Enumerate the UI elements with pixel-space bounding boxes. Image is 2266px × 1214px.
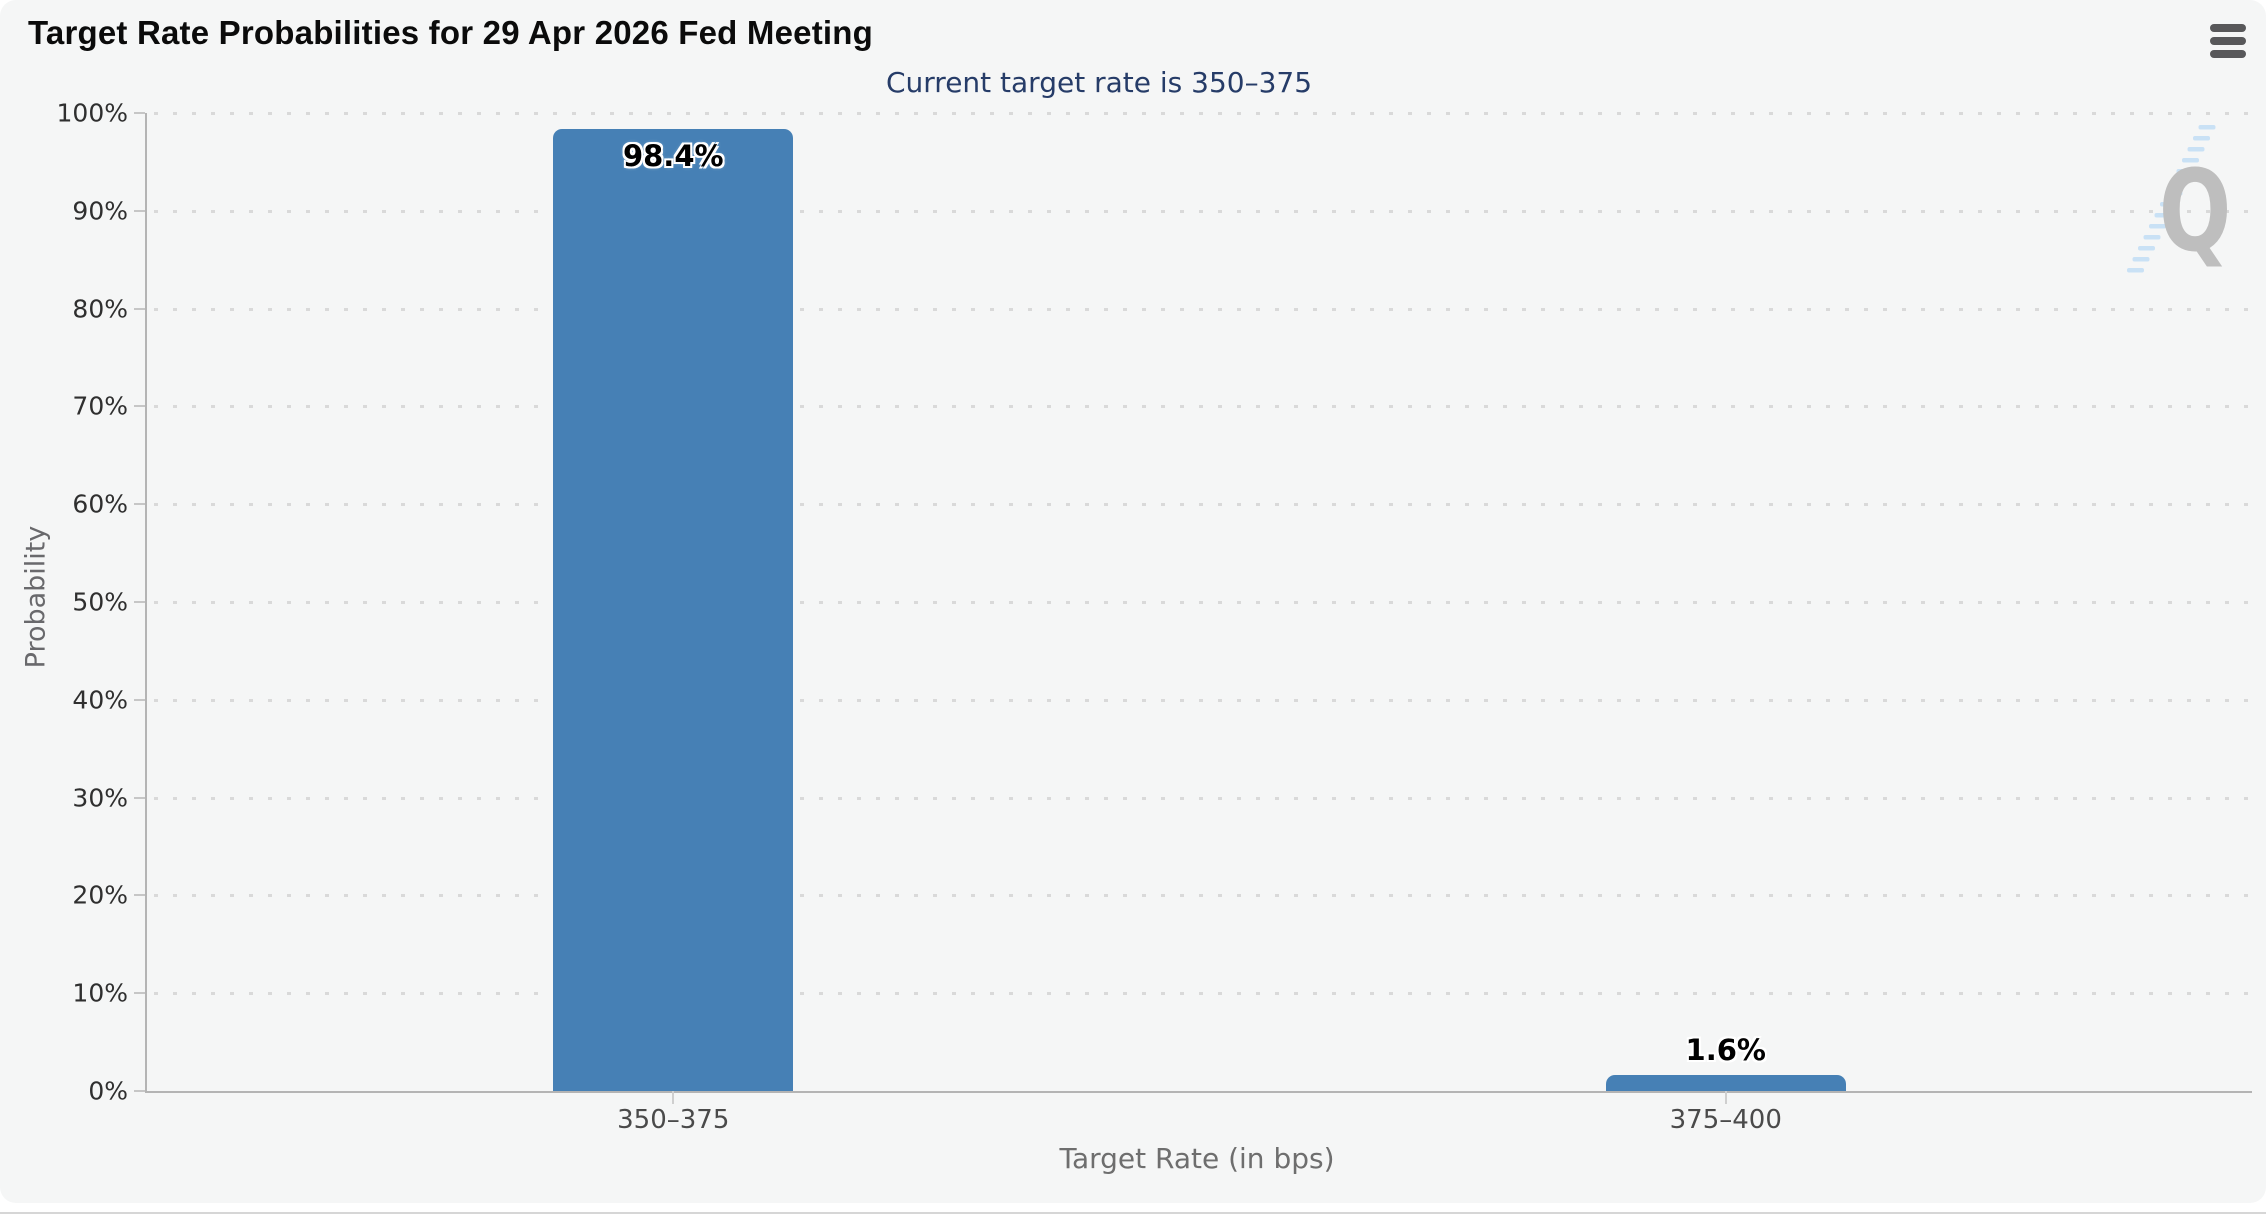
y-tick-mark-40 [134,698,145,701]
y-axis-label-60: 60% [72,489,128,519]
gridline-60 [154,503,2252,507]
y-axis-label-80: 80% [72,294,128,324]
bar-350–375[interactable] [553,128,794,1091]
gridline-70 [154,405,2252,409]
y-axis-label-30: 30% [72,783,128,813]
y-tick-mark-0 [134,1090,145,1092]
y-axis-label-20: 20% [72,880,128,910]
gridline-80 [154,307,2252,311]
hamburger-icon [2210,37,2246,45]
y-axis-title: Probability [20,525,52,669]
y-tick-mark-90 [134,209,145,212]
chart-menu-button[interactable] [2210,24,2246,58]
x-axis-title: Target Rate (in bps) [1059,1142,1335,1175]
bottom-strip [0,1203,2266,1214]
y-tick-mark-60 [134,503,145,506]
x-axis-label-375–400: 375–400 [1669,1105,1782,1135]
gridline-90 [154,209,2252,213]
gridline-50 [154,601,2252,604]
hamburger-icon [2210,50,2246,58]
y-axis-label-40: 40% [72,685,128,715]
y-tick-mark-30 [134,796,145,799]
y-axis-label-50: 50% [72,587,128,617]
y-axis-label-10: 10% [72,978,128,1008]
y-axis-label-0: 0% [88,1076,128,1106]
x-axis-label-350–375: 350–375 [617,1105,730,1135]
x-tick-mark-350–375 [672,1091,675,1104]
x-tick-mark-375–400 [1724,1091,1727,1104]
bar-value-label-350–375: 98.4% [622,138,724,173]
y-tick-mark-70 [134,405,145,408]
y-tick-mark-20 [134,894,145,897]
y-tick-mark-50 [134,601,145,603]
y-axis-label-90: 90% [72,196,128,226]
chart-subtitle: Current target rate is 350–375 [885,66,1313,99]
gridline-30 [154,796,2252,800]
y-tick-mark-100 [134,112,145,114]
y-tick-mark-10 [134,992,145,995]
y-axis-label-100: 100% [56,98,128,128]
gridline-10 [154,992,2252,996]
bar-value-label-375–400: 1.6% [1685,1033,1766,1068]
gridline-40 [154,698,2252,702]
chart-title: Target Rate Probabilities for 29 Apr 202… [28,14,873,51]
hamburger-icon [2210,24,2246,32]
bar-375–400[interactable] [1605,1075,1846,1091]
y-tick-mark-80 [134,307,145,310]
plot-area: 0% 10% 20% 30% 40% 50% 60% 70% 80% 90% 100% 98.4% 35… [57,99,2252,1135]
y-axis-label-70: 70% [72,391,128,421]
gridline-100 [154,112,2252,115]
gridline-20 [154,894,2252,898]
